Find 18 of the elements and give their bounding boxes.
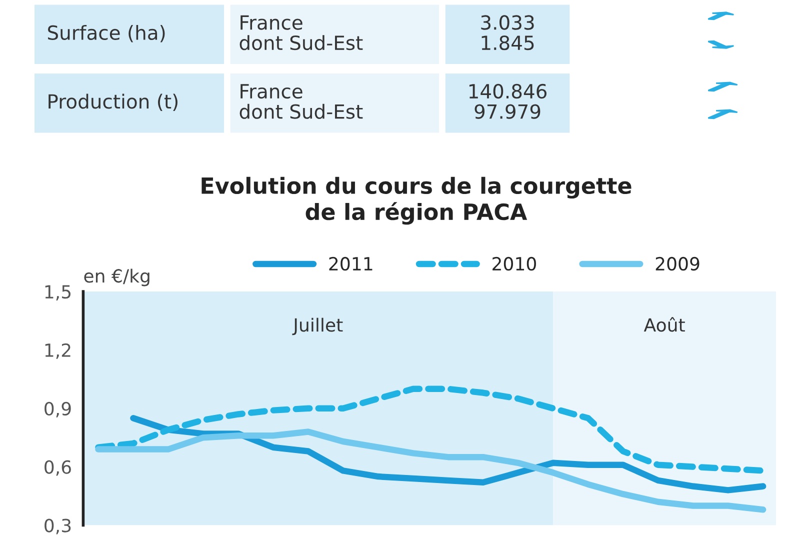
legend-label: 2011 [329, 256, 372, 271]
text: France dont Sud-Est [240, 84, 363, 119]
y-tick-label: 0,3 [44, 518, 71, 534]
text: Surface (ha) [48, 24, 165, 42]
annotation: Août [644, 317, 685, 332]
annotation: Juillet [292, 318, 343, 336]
text: Production (t) [48, 94, 178, 112]
y-tick-label: 0,6 [44, 460, 71, 476]
text: France dont Sud-Est [240, 15, 363, 50]
chart-title: Evolution du cours de la courgette de la région PACA [202, 176, 632, 225]
y-axis-title: en €/kg [84, 268, 150, 286]
y-tick-label: 1,2 [45, 343, 70, 359]
legend-label: 2009 [656, 256, 700, 271]
y-tick-label: 0,9 [44, 402, 71, 418]
y-tick-label: 1,5 [45, 285, 71, 300]
legend-label: 2010 [492, 256, 536, 271]
text: 3.033 1.845 [481, 15, 534, 50]
text: 140.846 97.979 [469, 84, 546, 119]
